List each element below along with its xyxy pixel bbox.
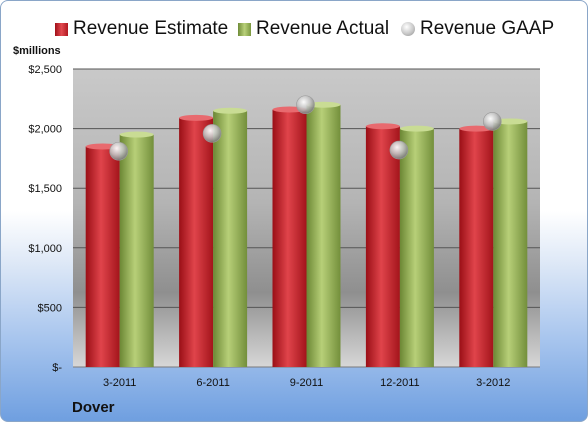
legend-marker-gaap xyxy=(401,22,415,36)
y-tick-label: $2,000 xyxy=(28,124,62,136)
marker-revenue-gaap xyxy=(296,95,315,115)
x-tick-label: 6-2011 xyxy=(196,377,229,389)
bar-revenue-actual xyxy=(119,134,154,367)
bar-cap-revenue-actual xyxy=(213,107,248,114)
marker-revenue-gaap xyxy=(202,124,222,143)
bar-cap-revenue-estimate xyxy=(179,114,214,121)
company-name: Dover xyxy=(72,399,115,416)
legend-item-actual: Revenue Actual xyxy=(238,15,389,43)
bar-revenue-actual xyxy=(493,121,528,367)
legend-swatch-estimate xyxy=(55,22,68,36)
bar-cap-revenue-estimate xyxy=(365,123,400,130)
y-axis-units-label: $millions xyxy=(13,45,61,57)
y-tick-label: $- xyxy=(52,362,62,374)
bar-cap-revenue-estimate xyxy=(459,125,494,132)
bar-cap-revenue-actual xyxy=(306,101,341,108)
x-tick-label: 9-2011 xyxy=(290,377,323,389)
bar-revenue-actual xyxy=(306,104,341,367)
y-tick-label: $1,000 xyxy=(28,243,62,255)
bar-revenue-estimate xyxy=(179,117,214,367)
bar-revenue-actual xyxy=(399,128,434,367)
legend-label-actual: Revenue Actual xyxy=(256,18,390,39)
legend-swatch-actual xyxy=(238,22,251,36)
x-tick-label: 3-2012 xyxy=(476,377,510,389)
legend-label-gaap: Revenue GAAP xyxy=(420,18,555,39)
marker-revenue-gaap xyxy=(482,112,502,131)
legend-label-estimate: Revenue Estimate xyxy=(73,18,229,39)
y-tick-label: $2,500 xyxy=(28,64,62,76)
bar-revenue-actual xyxy=(213,110,248,367)
marker-revenue-gaap xyxy=(109,141,128,161)
bar-revenue-estimate xyxy=(365,126,400,367)
y-tick-label: $1,500 xyxy=(28,183,62,195)
bar-cap-revenue-actual xyxy=(119,131,154,138)
bar-revenue-estimate xyxy=(85,146,120,367)
bar-cap-revenue-actual xyxy=(399,125,434,132)
legend-item-gaap: Revenue GAAP xyxy=(401,15,554,43)
marker-revenue-gaap xyxy=(389,140,409,160)
bar-revenue-estimate xyxy=(272,109,307,367)
x-tick-label: 12-2011 xyxy=(380,377,420,389)
legend: Revenue Estimate Revenue Actual Revenue … xyxy=(1,15,587,45)
bar-revenue-estimate xyxy=(459,128,494,367)
legend-item-estimate: Revenue Estimate xyxy=(55,15,228,43)
y-tick-label: $500 xyxy=(38,302,62,314)
x-tick-label: 3-2011 xyxy=(103,377,136,389)
bar-cap-revenue-actual xyxy=(493,118,528,125)
